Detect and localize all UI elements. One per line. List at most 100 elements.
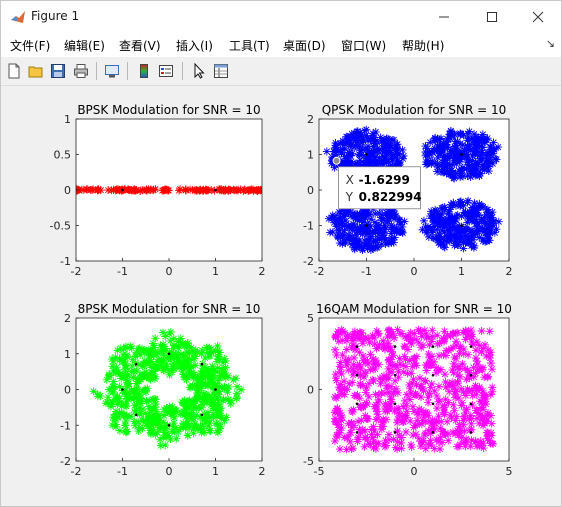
data-point — [380, 139, 389, 148]
print-icon[interactable] — [71, 61, 91, 81]
data-point — [440, 243, 449, 252]
menu-edit[interactable]: 编辑(E) — [64, 39, 105, 53]
data-point — [433, 340, 442, 349]
menu-insert[interactable]: 插入(I) — [176, 39, 213, 53]
data-point — [119, 357, 128, 366]
data-point — [470, 130, 479, 139]
minimize-button[interactable] — [421, 1, 467, 33]
datatip[interactable]: X -1.6299 Y 0.822994 — [332, 156, 422, 210]
data-point — [334, 383, 343, 392]
data-point — [204, 373, 213, 382]
open-file-icon[interactable] — [26, 61, 46, 81]
data-point — [213, 420, 222, 429]
data-point — [383, 149, 392, 158]
data-point — [193, 348, 202, 357]
data-point — [449, 400, 458, 409]
data-point — [475, 341, 484, 350]
data-point — [492, 225, 501, 234]
data-point — [334, 225, 343, 234]
data-point — [485, 327, 494, 336]
data-point — [191, 361, 200, 370]
data-point — [144, 346, 153, 355]
data-point — [126, 342, 135, 351]
data-point — [488, 383, 497, 392]
data-point — [356, 214, 365, 223]
data-point — [444, 398, 453, 407]
data-point — [488, 219, 497, 228]
data-point — [147, 351, 156, 360]
data-point — [421, 222, 430, 231]
data-point — [350, 421, 359, 430]
data-point — [436, 149, 445, 158]
data-point — [151, 334, 160, 343]
reference-point — [121, 388, 124, 391]
data-point — [425, 358, 434, 367]
data-point — [218, 396, 227, 405]
data-point — [459, 201, 468, 210]
data-point — [476, 397, 485, 406]
data-point — [378, 147, 387, 156]
menu-desktop[interactable]: 桌面(D) — [283, 39, 326, 53]
data-point — [371, 209, 380, 218]
data-point — [402, 401, 411, 410]
menu-tools[interactable]: 工具(T) — [229, 39, 270, 53]
data-point — [360, 213, 369, 222]
menu-view[interactable]: 查看(V) — [119, 39, 161, 53]
reference-point — [121, 188, 124, 192]
reference-point — [431, 345, 435, 348]
close-button[interactable] — [515, 1, 561, 33]
reference-point — [134, 362, 138, 366]
data-point — [441, 395, 450, 404]
data-point — [371, 242, 380, 251]
save-icon[interactable] — [48, 61, 68, 81]
menu-window[interactable]: 窗口(W) — [341, 39, 387, 53]
data-point — [150, 394, 159, 403]
data-point — [237, 385, 246, 394]
y-tick-label: 0 — [307, 184, 314, 197]
data-point — [421, 429, 430, 438]
title-bar: Figure 1 — [1, 1, 561, 33]
data-point — [466, 209, 475, 218]
maximize-button[interactable] — [469, 1, 515, 33]
subplot-2[interactable]: -2 -1 0 1 2 -2 -1 0 1 2 QPSK Modulation for SNR = … — [303, 103, 512, 278]
new-figure-icon[interactable] — [4, 61, 24, 81]
data-point — [355, 394, 364, 403]
data-point — [370, 426, 379, 435]
legend-icon[interactable] — [156, 61, 176, 81]
data-point — [438, 145, 447, 154]
menu-file[interactable]: 文件(F) — [10, 39, 51, 53]
data-point — [473, 166, 482, 175]
arrow-icon[interactable]: ↘ — [545, 37, 555, 50]
data-point — [348, 378, 357, 387]
data-point — [191, 352, 200, 361]
data-point — [473, 161, 482, 170]
data-point — [453, 379, 462, 388]
link-icon[interactable] — [102, 61, 122, 81]
data-point — [360, 226, 369, 235]
data-point — [407, 440, 416, 449]
data-point — [357, 416, 366, 425]
data-point — [162, 407, 171, 416]
data-point — [434, 437, 443, 446]
data-point — [196, 375, 205, 384]
subplot-3[interactable]: -2 -1 0 1 2 -2 -1 0 1 2 8PSK Modulation for SNR = … — [60, 302, 265, 478]
property-inspector-icon[interactable] — [211, 61, 231, 81]
data-point — [480, 213, 489, 222]
data-point — [384, 374, 393, 383]
data-point — [395, 354, 404, 363]
data-point — [358, 230, 367, 239]
data-point — [145, 419, 154, 428]
data-point — [176, 334, 185, 343]
data-point — [425, 353, 434, 362]
data-point — [344, 432, 353, 441]
data-point — [213, 384, 222, 393]
pointer-icon[interactable] — [189, 61, 209, 81]
x-tick-label: 0 — [411, 265, 418, 278]
datatip-marker[interactable] — [332, 156, 341, 165]
colorbar-icon[interactable] — [134, 61, 154, 81]
menu-help[interactable]: 帮助(H) — [402, 39, 445, 53]
data-point — [406, 389, 415, 398]
